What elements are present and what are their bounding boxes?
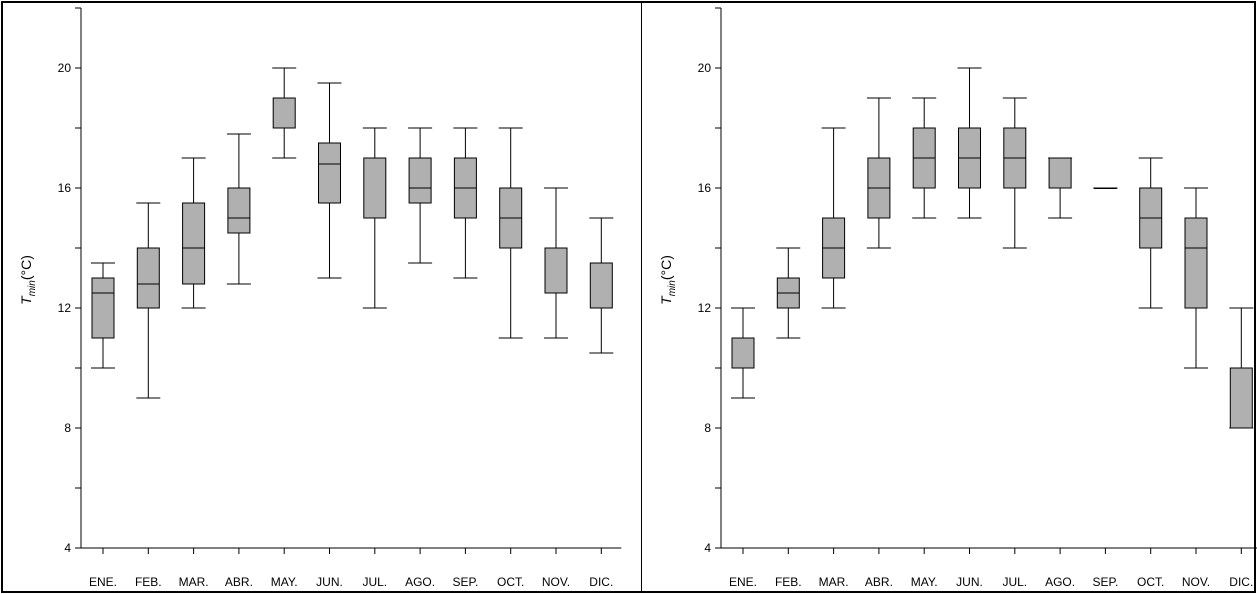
x-tick-label: JUN. xyxy=(316,575,343,589)
x-tick-label: ENE. xyxy=(89,575,117,589)
box-iqr xyxy=(227,187,251,234)
x-tick-label: ENE. xyxy=(729,575,757,589)
box-nov xyxy=(1184,187,1208,369)
x-tick-label: ABR. xyxy=(865,575,893,589)
x-tick-label: OCT. xyxy=(497,575,524,589)
box-iqr xyxy=(731,337,755,369)
x-tick-label: JUL. xyxy=(362,575,387,589)
x-tick-label: AGO. xyxy=(1045,575,1075,589)
box-nov xyxy=(544,187,568,339)
x-tick-label: FEB. xyxy=(135,575,162,589)
panel-divider xyxy=(641,3,642,591)
box-oct xyxy=(1138,157,1163,309)
box-feb xyxy=(776,247,801,339)
x-tick-label: JUN. xyxy=(956,575,983,589)
y-tick-label: 8 xyxy=(64,421,71,435)
y-tick-label: 16 xyxy=(58,181,72,195)
x-tick-label: MAR. xyxy=(179,575,209,589)
box-may xyxy=(912,97,937,219)
chart-right: 4 8 12 16 20 Tmin(°C) ENE. FEB. MAR. ABR. MAY. JUN.… xyxy=(658,7,1257,589)
box-sep xyxy=(453,127,478,279)
y-axis-label: Tmin(°C) xyxy=(658,255,678,305)
box-iqr xyxy=(363,157,387,219)
box-iqr xyxy=(91,277,115,339)
box-abr xyxy=(226,133,251,285)
box-iqr xyxy=(1048,157,1072,189)
y-tick-label: 4 xyxy=(64,541,71,555)
box-iqr xyxy=(136,247,160,309)
box-ago xyxy=(1048,157,1073,219)
x-tick-label: JUL. xyxy=(1002,575,1027,589)
box-iqr xyxy=(318,142,341,204)
box-iqr xyxy=(182,202,206,285)
box-may xyxy=(272,67,297,159)
y-tick-label: 16 xyxy=(698,181,712,195)
x-tick-label: FEB. xyxy=(775,575,802,589)
chart-left: 4 8 12 16 20 Tmin(°C) ENE. FEB. MAR. ABR. MAY. JUN.… xyxy=(18,7,622,589)
box-sep xyxy=(1093,187,1118,189)
y-tick-label: 8 xyxy=(704,421,711,435)
y-axis-label: Tmin(°C) xyxy=(18,255,38,305)
x-tick-label: NOV. xyxy=(542,575,570,589)
x-tick-label: DIC. xyxy=(1229,575,1253,589)
box-dic xyxy=(589,217,614,354)
box-mar xyxy=(181,157,206,309)
box-abr xyxy=(866,97,891,249)
box-iqr xyxy=(1229,367,1253,429)
y-tick-label: 20 xyxy=(58,61,72,75)
box-iqr xyxy=(544,247,568,294)
y-tick-label: 4 xyxy=(704,541,711,555)
box-mar xyxy=(821,127,846,309)
box-jul xyxy=(1002,97,1027,249)
box-iqr xyxy=(408,157,432,204)
box-iqr xyxy=(589,262,613,309)
y-tick-label: 12 xyxy=(698,301,712,315)
x-tick-label: MAR. xyxy=(819,575,849,589)
x-tick-label: MAY. xyxy=(271,575,298,589)
box-iqr xyxy=(272,97,296,129)
x-tick-label: SEP. xyxy=(1092,575,1118,589)
x-tick-label: OCT. xyxy=(1137,575,1164,589)
box-feb xyxy=(136,202,161,399)
box-ago xyxy=(408,127,433,264)
box-jun xyxy=(317,82,342,279)
box-ene xyxy=(91,262,115,369)
box-jul xyxy=(362,127,387,309)
x-tick-label: SEP. xyxy=(452,575,478,589)
x-tick-label: NOV. xyxy=(1182,575,1210,589)
box-oct xyxy=(498,127,523,339)
x-tick-label: MAY. xyxy=(911,575,938,589)
box-jun xyxy=(957,67,982,219)
y-tick-label: 12 xyxy=(58,301,72,315)
x-tick-label: ABR. xyxy=(225,575,253,589)
box-dic xyxy=(1229,307,1254,429)
box-ene xyxy=(731,307,755,399)
x-tick-label: AGO. xyxy=(405,575,435,589)
y-tick-label: 20 xyxy=(698,61,712,75)
x-tick-label: DIC. xyxy=(589,575,613,589)
box-iqr xyxy=(1184,217,1208,309)
